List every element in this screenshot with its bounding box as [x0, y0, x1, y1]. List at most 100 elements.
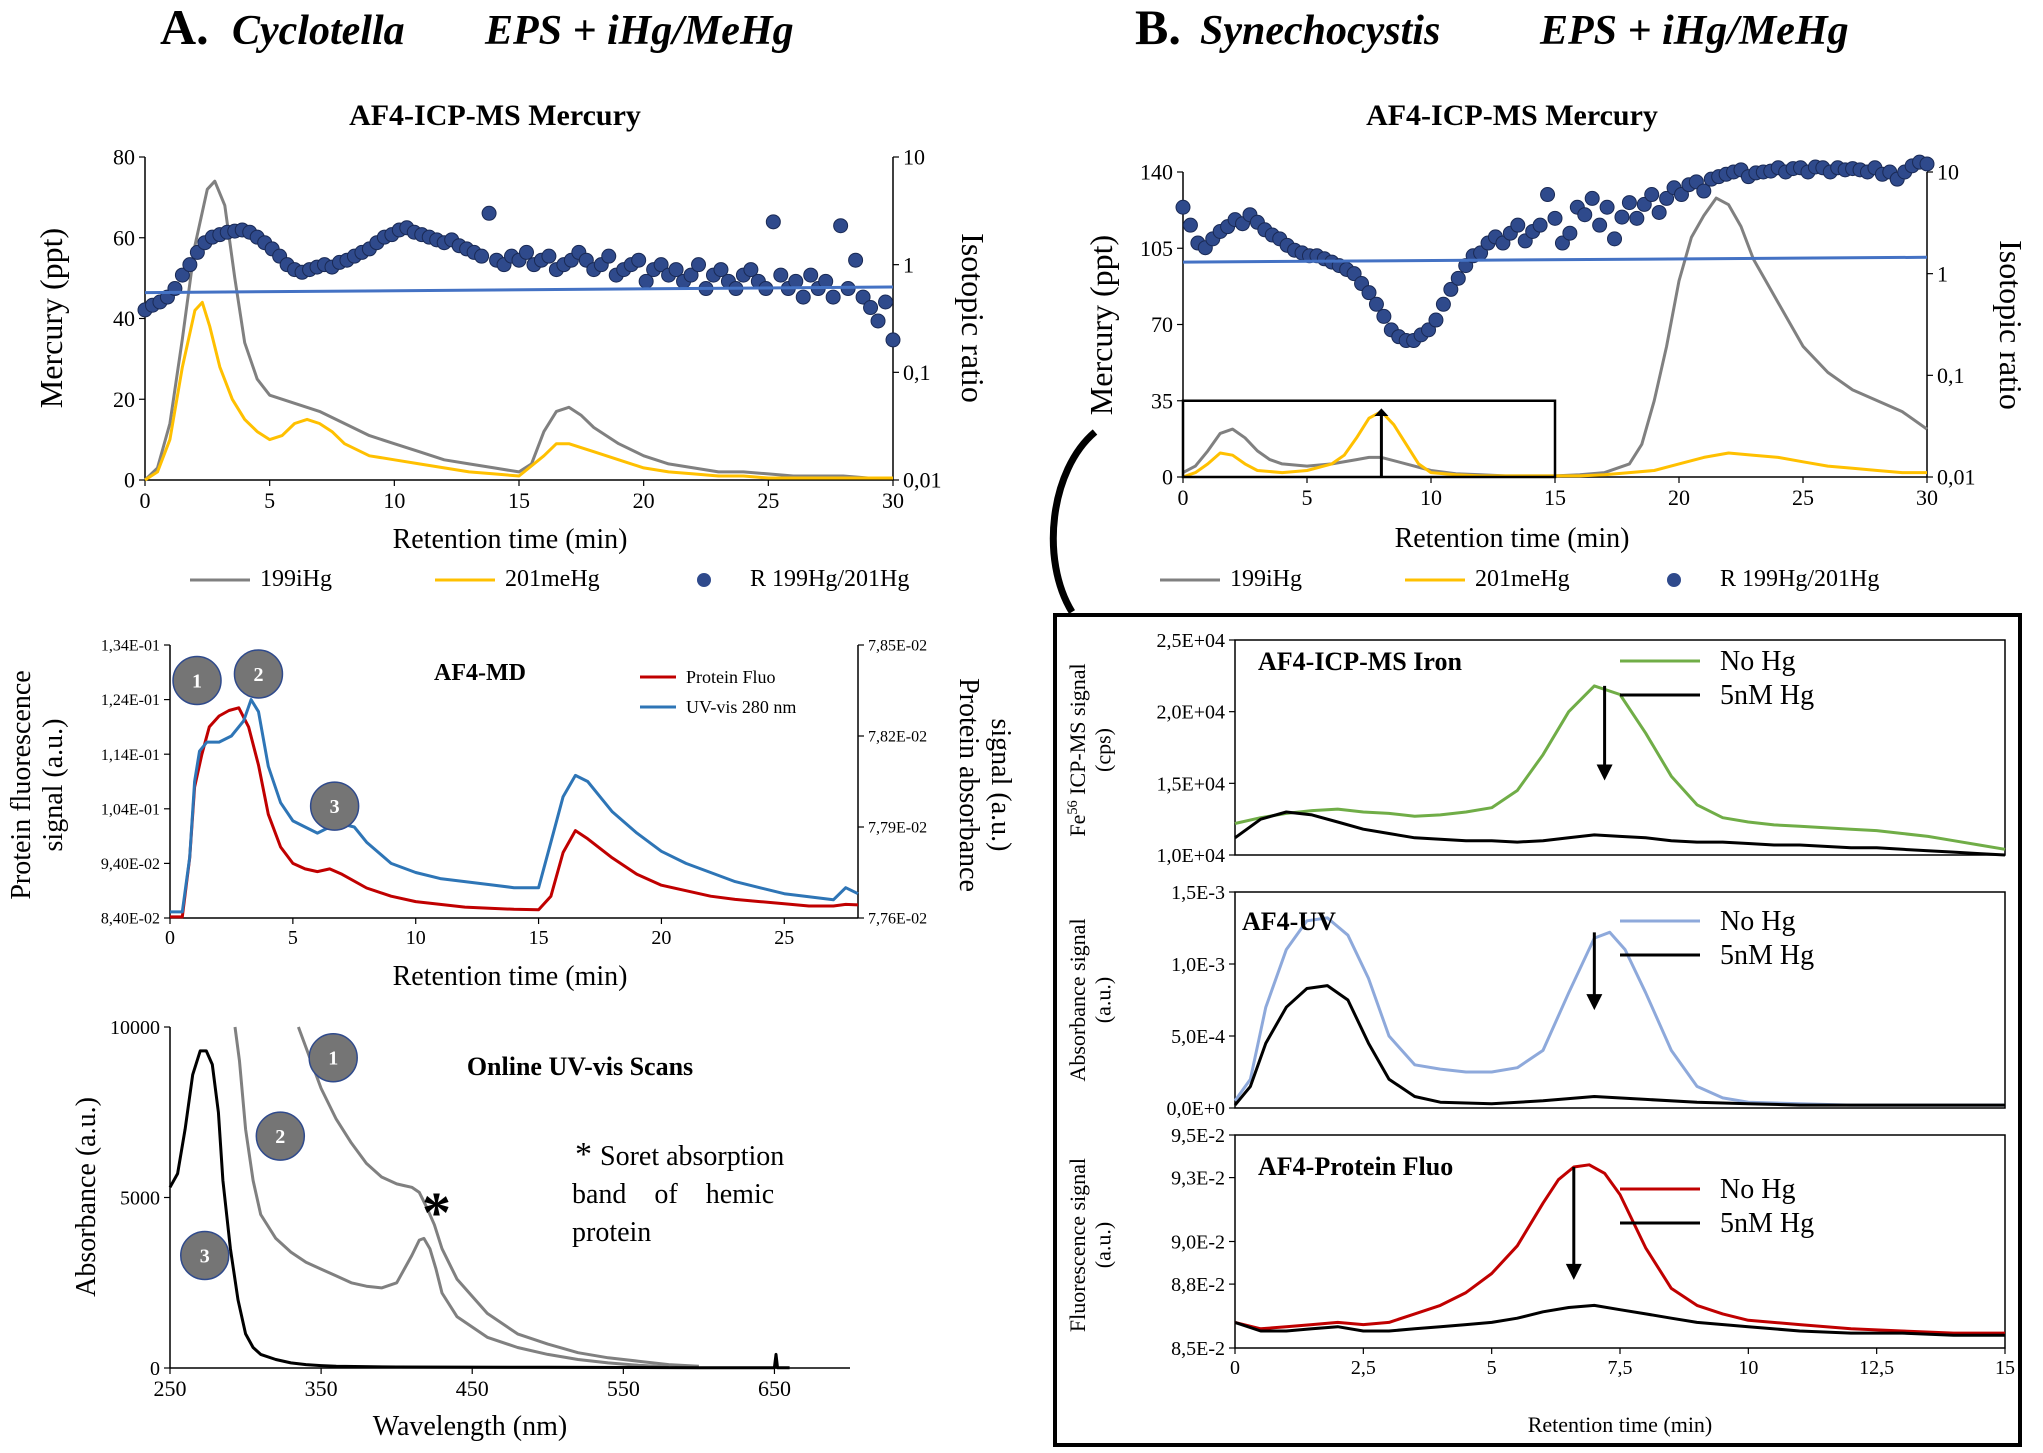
scatter-point [1532, 217, 1548, 233]
scatter-point [1577, 207, 1593, 223]
x-tick-label: 0 [140, 488, 151, 513]
series-line-scan-2 [233, 1026, 669, 1369]
scatter-point [878, 294, 894, 310]
y2-axis-label: Protein absorbance [953, 678, 984, 892]
scatter-point [1361, 285, 1377, 301]
scatter-point [870, 313, 886, 329]
x-axis-label: Retention time (min) [393, 961, 628, 992]
legend-label: 5nM Hg [1720, 1208, 1814, 1239]
y-tick-label: 10000 [110, 1017, 160, 1039]
y2-tick-label: 0,1 [1937, 363, 1965, 388]
peak-marker [233, 649, 284, 699]
y2-tick-label: 10 [1937, 160, 1959, 185]
legend-label: R 199Hg/201Hg [1720, 566, 1879, 592]
chart-title: AF4-ICP-MS Iron [1258, 647, 1462, 676]
legend-label: 5nM Hg [1720, 940, 1814, 971]
scatter-point [1919, 156, 1935, 172]
legend-label: UV-vis 280 nm [686, 697, 796, 717]
y-tick-label: 9,5E-2 [1171, 1125, 1225, 1147]
x-tick-label: 12,5 [1859, 1357, 1894, 1379]
scatter-point [1599, 199, 1615, 215]
scatter-point [1182, 217, 1198, 233]
y2-tick-label: 7,76E-02 [868, 911, 927, 928]
y-tick-label: 1,0E+04 [1157, 845, 1226, 867]
y-axis-label: Absorbance signal [1065, 918, 1090, 1081]
y-tick-label: 80 [113, 145, 135, 170]
scatter-point [474, 248, 490, 264]
chart-title: AF4-Protein Fluo [1258, 1152, 1453, 1181]
scatter-point [182, 257, 198, 273]
x-tick-label: 5 [288, 927, 298, 949]
peak-marker-label: 3 [330, 796, 340, 818]
y2-tick-label: 7,82E-02 [868, 729, 927, 746]
y2-tick-label: 7,79E-02 [868, 820, 927, 837]
peak-marker [180, 1230, 230, 1281]
scatter-point [1428, 312, 1444, 328]
scatter-point [713, 262, 729, 278]
scatter-point [803, 267, 819, 283]
chart-a-md: 0 5 10 15 20 25 8,40E-02 9,40E-02 1,04E-01 1,14E-… [6, 638, 1016, 992]
scatter-point [668, 262, 684, 278]
x-tick-label: 10 [1738, 1357, 1758, 1379]
y-tick-label: 1,14E-01 [101, 747, 160, 764]
y-tick-label: 9,40E-02 [101, 856, 160, 873]
peak-marker-label: 2 [275, 1126, 285, 1148]
plot-frame [1234, 639, 2006, 856]
x-tick-label: 0 [1230, 1357, 1240, 1379]
x-tick-label: 450 [456, 1376, 489, 1401]
legend-label: Protein Fluo [686, 667, 776, 687]
scatter-point [1547, 210, 1563, 226]
chart-a-mercury: 0 5 10 15 20 25 30 0 20 40 60 80 0,01 0,1 1 10 AF4-ICP-M… [33, 99, 991, 592]
legend-label: No Hg [1720, 1174, 1795, 1205]
scatter-point [1696, 183, 1712, 199]
y2-tick-label: 1 [903, 252, 914, 277]
x-tick-label: 550 [607, 1376, 640, 1401]
y-tick-label: 2,5E+04 [1157, 630, 1226, 652]
x-tick-label: 25 [774, 927, 794, 949]
inset-arrow-head [1374, 408, 1389, 416]
scatter-point [601, 248, 617, 264]
chart-title: Online UV-vis Scans [467, 1052, 693, 1081]
y2-tick-label: 0,01 [1937, 465, 1976, 490]
series-line-ratio-ref [144, 285, 894, 295]
peak-marker-label: 1 [328, 1048, 338, 1070]
annotation-line: protein [572, 1217, 651, 1248]
peak-marker [172, 655, 222, 706]
chart-b-mercury: 0 5 10 15 20 25 30 0 35 70 105 140 0,01 0,1 1 10 AF4-ICP… [1083, 99, 2029, 592]
x-tick-label: 20 [651, 927, 671, 949]
x-tick-label: 15 [508, 488, 530, 513]
series-line-scan-1 [296, 1026, 699, 1368]
y-axis-label: Mercury (ppt) [33, 228, 69, 408]
y-tick-label: 70 [1151, 312, 1173, 337]
x-tick-label: 15 [529, 927, 549, 949]
x-axis-label: Retention time (min) [1528, 1412, 1713, 1437]
y-tick-label: 8,5E-2 [1171, 1338, 1225, 1360]
y-axis-label-line2: (cps) [1090, 728, 1115, 772]
scatter-point [1175, 199, 1191, 215]
chart-title: AF4-ICP-MS Mercury [349, 99, 641, 132]
scatter-point [1607, 231, 1623, 247]
x-tick-label: 30 [882, 488, 904, 513]
y-tick-label: 0,0E+0 [1167, 1098, 1226, 1120]
legend-label: 201meHg [505, 566, 600, 592]
y-tick-label: 105 [1140, 236, 1173, 261]
scatter-point [1659, 190, 1675, 206]
y-axis-label: Mercury (ppt) [1083, 235, 1119, 415]
panel-a-treatment: EPS + iHg/MeHg [484, 8, 794, 54]
chart-b-protein-fluo: 0 2,5 5 7,5 10 12,5 15 8,5E-2 8,8E-2 9,0E-2 9,3E-2… [1065, 1125, 2015, 1437]
trend-arrow-head [1596, 764, 1613, 781]
y-tick-label: 5000 [120, 1188, 160, 1210]
y-axis-label: Fluorescence signal [1065, 1158, 1090, 1332]
scatter-point [518, 244, 534, 260]
y2-tick-label: 7,85E-02 [868, 638, 927, 655]
scatter-point [848, 252, 864, 268]
x-tick-label: 30 [1916, 485, 1938, 510]
scatter-point [653, 257, 669, 273]
legend-label: 5nM Hg [1720, 680, 1814, 711]
scatter-point [683, 267, 699, 283]
y-tick-label: 2,0E+04 [1157, 702, 1226, 724]
chart-title: AF4-UV [1242, 907, 1336, 936]
y-tick-label: 140 [1140, 160, 1173, 185]
legend-swatch [1667, 573, 1681, 587]
